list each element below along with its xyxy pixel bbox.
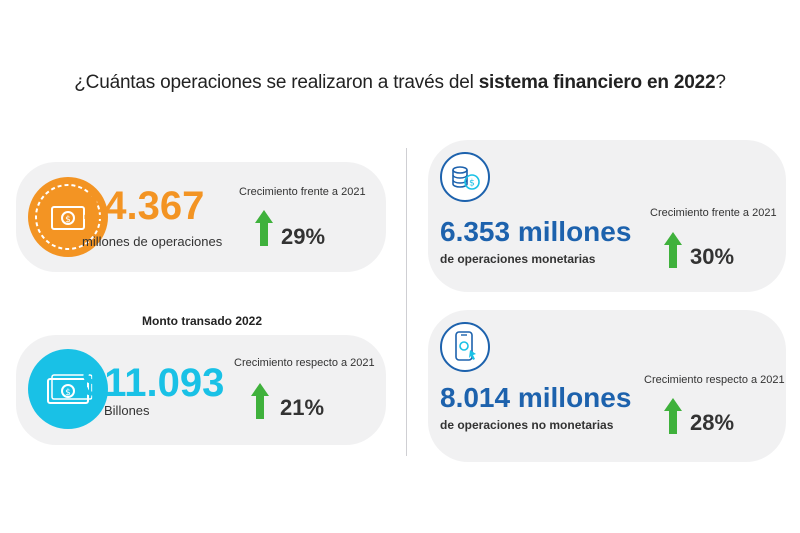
growth-label: Crecimiento frente a 2021 [650,207,777,219]
divider [406,148,407,456]
growth-percent: 29% [281,224,326,249]
banknote-icon: $ [28,349,108,429]
arrow-up-icon [664,232,682,268]
coins-stack-icon: $ [440,152,490,202]
monetary-operations-value: 6.353 millones [440,216,632,247]
total-operations-unit: millones de operaciones [82,234,223,249]
growth-percent: 21% [280,395,325,420]
svg-text:$: $ [65,215,71,225]
nonmonetary-operations-value: 8.014 millones [440,382,632,413]
growth-label: Crecimiento respecto a 2021 [234,357,375,369]
amount-unit: Billones [104,403,150,418]
nonmonetary-operations-unit: de operaciones no monetarias [440,418,614,432]
arrow-up-icon [664,398,682,434]
phone-tap-icon [440,322,490,372]
card-monetary-operations: $ 6.353 millones de operaciones monetari… [428,140,786,292]
total-operations-value: 14.367 [82,184,205,228]
money-gear-icon: $ [28,177,108,257]
growth-percent: 28% [690,410,735,435]
monetary-operations-unit: de operaciones monetarias [440,252,596,266]
arrow-up-icon [255,210,273,246]
growth-label: Crecimiento frente a 2021 [239,186,366,198]
svg-text:$: $ [65,388,71,398]
card-amount: $ $11.093 Billones Crecimiento respecto … [16,335,386,445]
amount-label: Monto transado 2022 [142,314,263,328]
arrow-up-icon [251,383,269,419]
growth-label: Crecimiento respecto a 2021 [644,374,785,386]
amount-value: $11.093 [82,361,225,405]
page-title: ¿Cuántas operaciones se realizaron a tra… [74,72,726,93]
card-total-operations: $ 14.367 millones de operaciones Crecimi… [16,162,386,272]
card-nonmonetary-operations: 8.014 millones de operaciones no monetar… [428,310,786,462]
growth-percent: 30% [690,244,735,269]
svg-text:$: $ [469,179,475,189]
